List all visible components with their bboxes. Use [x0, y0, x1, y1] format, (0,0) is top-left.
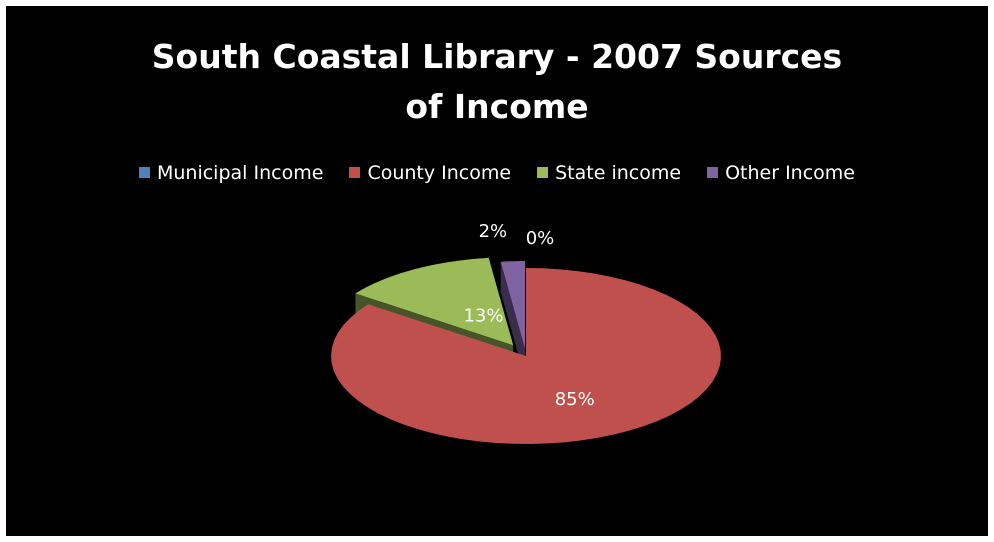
legend-label-municipal-income: Municipal Income	[156, 162, 324, 184]
legend-label-other-income: Other Income	[725, 162, 855, 184]
chart-title-line-2: of Income	[405, 87, 589, 126]
legend-item-county-income: County Income	[349, 162, 511, 184]
legend-label-state-income: State income	[555, 162, 682, 184]
pie-plot-area: 0% 85% 13% 2%	[331, 221, 721, 444]
legend-item-state-income: State income	[537, 162, 681, 184]
pie-slice-state-income	[355, 257, 514, 346]
chart-title-line-1: South Coastal Library - 2007 Sources	[151, 37, 843, 76]
data-label-municipal-income: 0%	[526, 228, 555, 249]
pie-slice-other-income	[500, 261, 526, 349]
legend-swatch-municipal-income	[138, 167, 150, 178]
data-label-other-income: 2%	[479, 221, 508, 242]
legend-item-other-income: Other Income	[707, 162, 855, 184]
legend-swatch-county-income	[349, 167, 361, 178]
chart-legend: Municipal Income County Income State inc…	[6, 162, 988, 184]
legend-label-county-income: County Income	[367, 162, 512, 184]
pie-wall-other-income	[500, 261, 526, 380]
chart-frame: South Coastal Library - 2007 Sources of …	[6, 6, 988, 536]
legend-swatch-state-income	[537, 167, 549, 178]
legend-item-municipal-income: Municipal Income	[138, 162, 324, 184]
legend-swatch-other-income	[707, 167, 719, 178]
data-label-state-income: 13%	[463, 306, 503, 327]
pie-slice-county-income	[331, 268, 721, 444]
data-label-county-income: 85%	[555, 389, 595, 410]
chart-title: South Coastal Library - 2007 Sources of …	[6, 32, 988, 132]
